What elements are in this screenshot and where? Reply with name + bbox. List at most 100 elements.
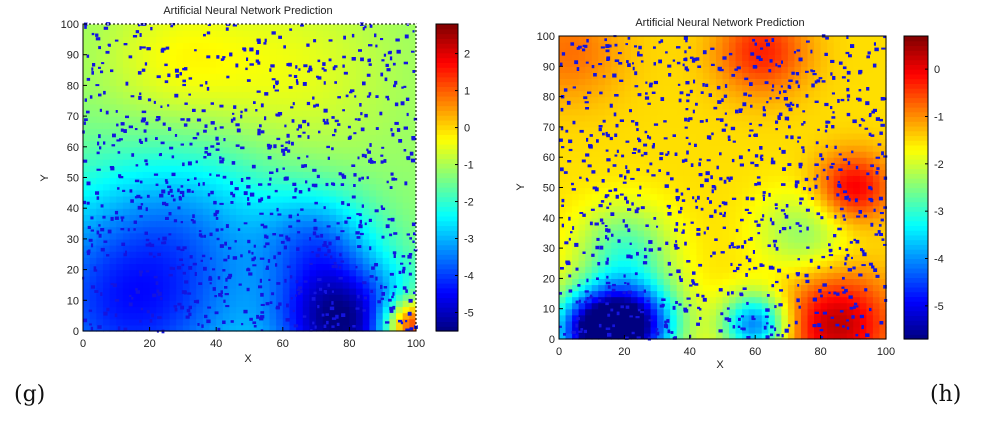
heatmap-cell — [202, 177, 211, 185]
heatmap-cell — [657, 284, 665, 292]
heatmap-cell — [624, 90, 632, 98]
heatmap-cell — [189, 195, 197, 203]
heatmap-cell — [735, 254, 743, 261]
heatmap-cell — [696, 102, 704, 110]
heatmap-cell — [565, 229, 573, 237]
heatmap-cell — [369, 165, 377, 172]
heatmap-cell — [376, 300, 384, 308]
overlay-point — [146, 310, 150, 314]
heatmap-cell — [683, 132, 691, 140]
heatmap-cell — [309, 306, 317, 314]
heatmap-cell — [709, 60, 717, 67]
overlay-point — [144, 137, 148, 142]
heatmap-cell — [349, 24, 357, 31]
heatmap-cell — [142, 214, 151, 222]
overlay-point — [228, 246, 232, 250]
heatmap-cell — [598, 248, 606, 255]
heatmap-cell — [630, 205, 639, 213]
heatmap-cell — [83, 189, 91, 197]
heatmap-cell — [624, 211, 632, 219]
heatmap-cell — [122, 91, 131, 99]
overlay-point — [249, 317, 253, 321]
heatmap-cell — [604, 296, 612, 304]
heatmap-cell — [382, 79, 390, 86]
heatmap-cell — [376, 152, 384, 160]
overlay-point — [82, 200, 87, 205]
heatmap-cell — [242, 48, 251, 56]
overlay-point — [357, 294, 360, 299]
heatmap-cell — [402, 79, 410, 86]
heatmap-cell — [369, 220, 377, 228]
overlay-point — [136, 194, 141, 199]
heatmap-cell — [604, 254, 612, 261]
overlay-point — [408, 298, 413, 303]
heatmap-cell — [396, 226, 404, 234]
heatmap-cell — [369, 269, 377, 277]
heatmap-cell — [349, 165, 357, 172]
heatmap-cell — [729, 332, 737, 340]
heatmap-cell — [585, 235, 593, 243]
heatmap-cell — [630, 229, 639, 237]
heatmap-cell — [356, 128, 364, 136]
heatmap-cell — [122, 189, 131, 197]
heatmap-cell — [116, 60, 124, 68]
heatmap-cell — [644, 308, 652, 316]
heatmap-cell — [742, 235, 750, 243]
heatmap-cell — [262, 146, 271, 154]
overlay-point — [387, 98, 390, 101]
heatmap-cell — [676, 108, 684, 116]
overlay-point — [264, 38, 267, 43]
heatmap-cell — [585, 223, 593, 231]
overlay-point — [177, 302, 182, 306]
heatmap-cell — [663, 84, 671, 92]
heatmap-cell — [362, 245, 370, 252]
heatmap-cell — [269, 48, 277, 56]
heatmap-cell — [322, 109, 331, 117]
heatmap-cell — [296, 183, 304, 191]
overlay-point — [390, 217, 395, 222]
heatmap-cell — [136, 306, 144, 314]
heatmap-cell — [329, 257, 337, 265]
heatmap-cell — [196, 306, 204, 314]
heatmap-cell — [129, 214, 137, 222]
heatmap-cell — [156, 66, 164, 74]
heatmap-cell — [409, 109, 417, 117]
heatmap-cell — [269, 109, 277, 117]
heatmap-cell — [630, 139, 639, 146]
heatmap-cell — [256, 54, 264, 62]
heatmap-cell — [276, 324, 284, 332]
overlay-point — [253, 244, 256, 248]
heatmap-cell — [296, 128, 304, 136]
heatmap-cell — [696, 36, 704, 43]
heatmap-cell — [136, 128, 144, 136]
heatmap-cell — [209, 306, 217, 314]
heatmap-cell — [96, 195, 104, 203]
heatmap-cell — [96, 238, 104, 246]
heatmap-cell — [591, 260, 599, 267]
heatmap-cell — [409, 42, 417, 50]
heatmap-cell — [742, 145, 750, 152]
heatmap-cell — [302, 306, 311, 314]
overlay-point — [361, 176, 364, 180]
overlay-point — [323, 108, 328, 113]
heatmap-cell — [409, 159, 417, 166]
overlay-point — [380, 284, 383, 289]
heatmap-cell — [236, 73, 244, 80]
heatmap-cell — [735, 90, 743, 98]
heatmap-cell — [696, 48, 704, 55]
heatmap-cell — [316, 195, 324, 203]
heatmap-cell — [102, 257, 111, 265]
heatmap-cell — [565, 320, 573, 328]
heatmap-cell — [189, 165, 197, 172]
heatmap-cell — [630, 211, 639, 219]
heatmap-cell — [715, 332, 724, 340]
heatmap-cell — [670, 181, 678, 189]
heatmap-cell — [559, 181, 567, 189]
overlay-point — [153, 173, 159, 176]
heatmap-cell — [122, 312, 131, 320]
overlay-point — [318, 130, 321, 134]
heatmap-cell — [276, 226, 284, 234]
heatmap-cell — [189, 171, 197, 179]
heatmap-cell — [249, 281, 257, 289]
overlay-point — [145, 207, 148, 212]
